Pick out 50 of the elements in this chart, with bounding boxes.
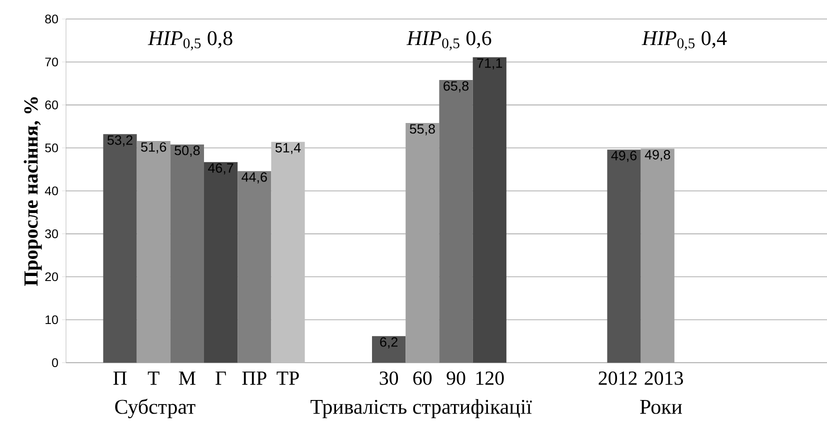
y-tick-label: 10 [46, 315, 58, 324]
x-tick-label: 2012 [598, 371, 637, 385]
x-tick-label: 2013 [644, 371, 683, 385]
bar [271, 142, 305, 363]
x-tick-label: 30 [380, 371, 398, 385]
data-label: 55,8 [410, 124, 435, 136]
data-label: 49,6 [611, 150, 637, 162]
y-tick-label: 50 [45, 143, 58, 152]
text: Тривалість стратифікації [310, 399, 532, 418]
y-tick-label: 70 [45, 58, 58, 66]
data-label: 65,8 [444, 81, 469, 92]
y-tick-label: 80 [45, 14, 58, 24]
y-tick-label: 30 [45, 229, 58, 238]
y-tick-label: 0 [52, 358, 58, 368]
bar [607, 150, 641, 363]
annotation: HIP$_{0,5}$ 0,6 [406, 31, 492, 50]
x-tick-label: ТР [276, 372, 299, 385]
bar [103, 134, 137, 363]
data-label: 51,6 [141, 142, 166, 154]
x-tick-label: 120 [476, 371, 504, 385]
y-tick-label: 60 [45, 100, 58, 110]
annotation: HIP$_{0,5}$ 0,8 [148, 31, 232, 50]
data-label: 71,1 [477, 58, 502, 70]
annotation: HIP$_{0,5}$ 0,4 [642, 31, 727, 50]
x-tick-label: М [178, 372, 196, 385]
x-tick-label: Т [148, 372, 160, 385]
x-tick-label: П [113, 372, 127, 385]
data-label: 49,8 [644, 150, 670, 162]
data-label: 53,2 [107, 135, 132, 146]
data-label: 6,2 [380, 337, 398, 348]
y-tick-label: 40 [44, 186, 58, 196]
data-label: 46,7 [208, 163, 234, 174]
x-tick-label: 60 [413, 371, 432, 385]
x-tick-label: Г [216, 372, 226, 385]
bar [372, 336, 406, 363]
bar [472, 57, 506, 363]
x-tick-label: 90 [446, 371, 466, 385]
bar [170, 144, 204, 363]
y-axis-title: Проросле насіння, % [24, 97, 42, 286]
y-tick-label: 20 [45, 272, 58, 282]
bar [238, 171, 272, 363]
data-label: 44,6 [242, 172, 267, 184]
data-label: 50,8 [174, 146, 200, 157]
data-label: 51,4 [275, 143, 301, 154]
bar [439, 80, 473, 363]
bar [136, 141, 170, 363]
text: Субстрат [115, 398, 196, 418]
text: Роки [640, 400, 682, 414]
bar [204, 162, 238, 363]
x-tick-label: ПР [242, 372, 266, 385]
